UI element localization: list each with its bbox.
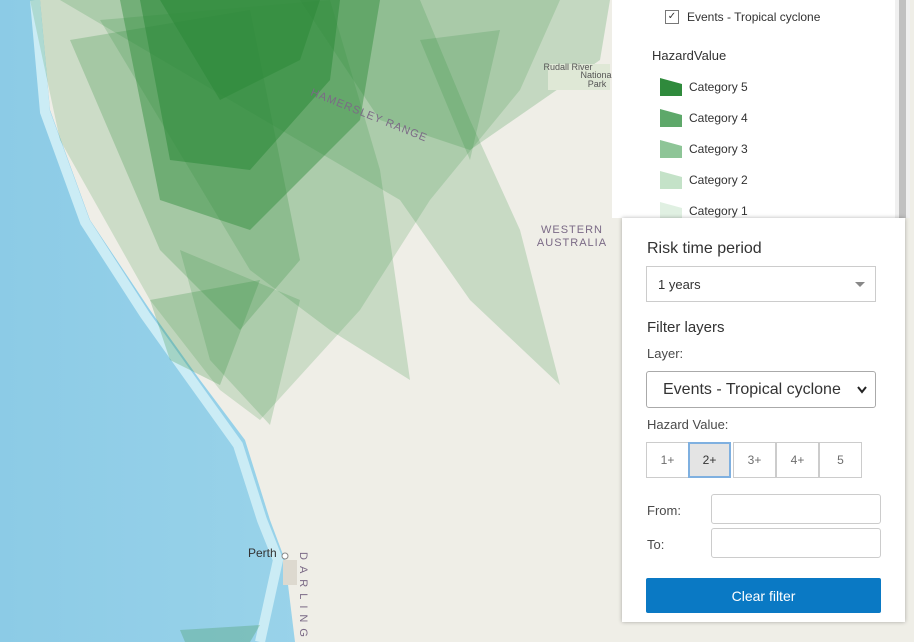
city-marker <box>281 552 289 560</box>
risk-select[interactable]: 1 years <box>646 266 876 302</box>
legend-swatch <box>660 202 682 220</box>
dropdown-arrow <box>855 282 865 287</box>
filter-panel: Risk time period 1 years Filter layers L… <box>622 218 905 622</box>
hazard-button[interactable]: 5 <box>819 442 862 478</box>
cyclone-tracks <box>30 0 610 642</box>
park-label: National <box>580 70 613 80</box>
legend-item: Category 1 <box>689 204 748 218</box>
hazard-button[interactable]: 3+ <box>733 442 776 478</box>
legend-swatch <box>660 171 682 189</box>
legend-item: Category 3 <box>689 142 748 156</box>
state-label: WESTERN <box>541 224 603 236</box>
legend-item: Category 5 <box>689 80 748 94</box>
hazard-label: Hazard Value: <box>647 417 729 432</box>
from-input[interactable] <box>711 494 881 524</box>
layer-value: Events - Tropical cyclone <box>663 381 841 398</box>
legend-layer: Events - Tropical cyclone <box>687 10 821 24</box>
legend-item: Category 2 <box>689 173 748 187</box>
hazard-button[interactable]: 1+ <box>646 442 689 478</box>
legend-item: Category 4 <box>689 111 748 125</box>
dropdown-arrow <box>857 386 867 394</box>
to-input[interactable] <box>711 528 881 558</box>
filter-title: Filter layers <box>647 319 725 336</box>
to-label: To: <box>647 537 665 552</box>
hazard-button[interactable]: 2+ <box>688 442 731 478</box>
legend-field: HazardValue <box>652 48 727 63</box>
layer-select[interactable]: Events - Tropical cyclone <box>646 371 876 408</box>
clear-filter-button[interactable]: Clear filter <box>646 578 881 613</box>
legend-swatch <box>660 109 682 127</box>
coast <box>30 0 284 642</box>
city-area <box>283 560 297 585</box>
legend-panel: ✓ Events - Tropical cyclone HazardValue … <box>612 0 895 220</box>
legend-swatch <box>660 140 682 158</box>
city-label: Perth <box>248 546 277 560</box>
darling-label: DARLING <box>297 552 309 642</box>
risk-title: Risk time period <box>647 240 762 257</box>
from-label: From: <box>647 503 681 518</box>
park-label: Park <box>588 79 607 89</box>
scrollbar[interactable] <box>895 0 910 218</box>
legend-swatch <box>660 78 682 96</box>
park-area <box>548 64 610 90</box>
state-label: AUSTRALIA <box>537 237 607 249</box>
risk-value: 1 years <box>658 277 701 292</box>
layer-label: Layer: <box>647 346 684 361</box>
park-label: Rudall River <box>543 62 592 72</box>
hazard-button[interactable]: 4+ <box>776 442 819 478</box>
layer-checkbox[interactable]: ✓ <box>665 10 679 24</box>
